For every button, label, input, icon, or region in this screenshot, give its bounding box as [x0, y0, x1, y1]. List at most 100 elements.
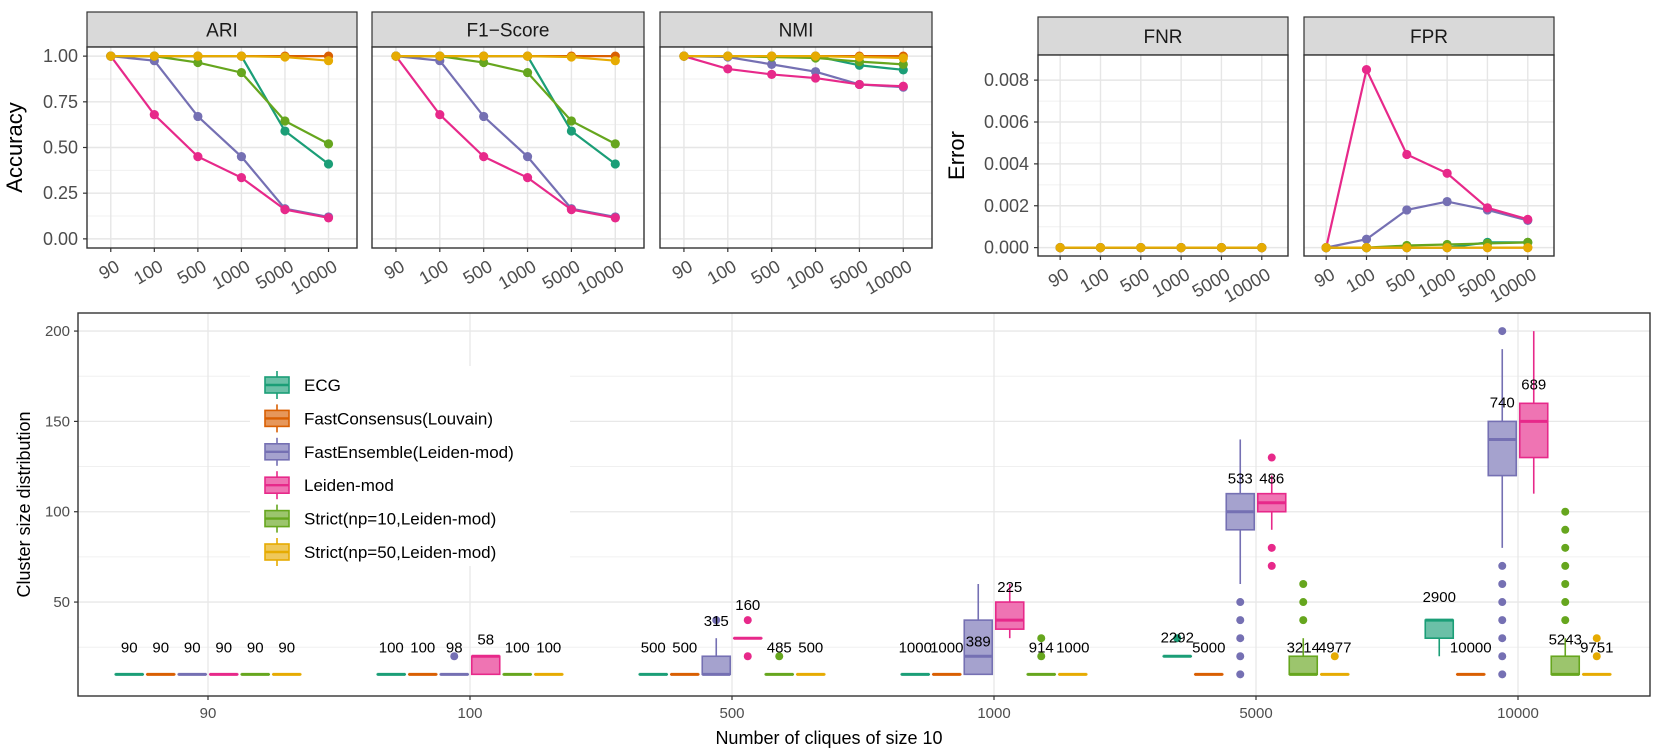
count-label: 100 [379, 639, 404, 656]
outlier-point [1037, 634, 1046, 643]
box-1000-leidenmod: 225 [994, 579, 1025, 639]
outlier-point [775, 652, 784, 661]
box-10000-leidenmod: 689 [1518, 331, 1549, 494]
box-500-strictnp50leidenmod: 500 [795, 639, 826, 676]
count-label: 90 [215, 639, 232, 656]
count-label: 90 [247, 639, 264, 656]
outlier-point [1267, 561, 1276, 570]
box-body [994, 601, 1025, 630]
x-tick-label: 10000 [574, 256, 627, 298]
series-line-leidenmod [109, 55, 329, 219]
box-1000-fastconsensuslouvain: 1000 [930, 639, 963, 676]
outlier-point [1561, 616, 1570, 625]
count-label: 740 [1490, 394, 1515, 411]
outlier-point [1592, 634, 1601, 643]
x-tick-label: 90 [95, 256, 122, 283]
data-point [479, 51, 489, 61]
data-point [479, 57, 489, 68]
count-label: 500 [672, 639, 697, 656]
facet-title: ARI [206, 21, 238, 42]
outlier-point [1236, 634, 1245, 643]
series-line-fastensembleleidenmod [1325, 200, 1529, 249]
outlier-point [1299, 616, 1308, 625]
data-point [610, 56, 620, 66]
data-point [767, 51, 777, 61]
data-point [566, 116, 577, 126]
data-point [522, 51, 533, 61]
box-100-strictnp50leidenmod: 100 [533, 639, 564, 676]
outlier-point [1561, 543, 1570, 552]
data-point [566, 52, 577, 62]
data-point [236, 152, 247, 162]
data-point [1257, 243, 1267, 253]
data-point [723, 51, 733, 61]
count-label: 100 [536, 639, 561, 656]
count-label: 3214 [1287, 639, 1320, 656]
box-5000-fastconsensuslouvain: 5000 [1192, 639, 1225, 676]
data-point [566, 126, 577, 136]
outlier-point [1561, 579, 1570, 588]
x-tick-label: 500 [1383, 264, 1419, 296]
x-tick-label: 500 [1117, 264, 1153, 296]
data-point [1402, 149, 1412, 160]
x-tick-label: 1000 [495, 256, 540, 293]
outlier-point [1498, 579, 1507, 588]
data-point [479, 111, 489, 122]
data-point [679, 51, 689, 61]
data-point [522, 67, 533, 78]
legend-bg [250, 366, 570, 566]
data-point [193, 51, 203, 61]
x-tick-label: 90 [669, 256, 696, 283]
legend-item-fastconsensuslouvain: FastConsensus(Louvain) [264, 404, 493, 433]
count-label: 90 [278, 639, 295, 656]
x-tick-label: 100 [1342, 264, 1378, 296]
legend-item-fastensembleleidenmod: FastEnsemble(Leiden-mod) [264, 437, 514, 466]
data-point [1523, 243, 1533, 253]
box-5000-fastensembleleidenmod: 533 [1225, 439, 1256, 679]
x-tick-label: 1000 [783, 256, 828, 293]
legend-label: FastEnsemble(Leiden-mod) [304, 443, 514, 462]
y-tick-label: 0.25 [43, 183, 78, 203]
outlier-point [1037, 652, 1046, 661]
y-tick-label: 0.50 [43, 138, 78, 158]
outlier-point [1299, 579, 1308, 588]
outlier-point [1498, 670, 1507, 679]
data-point [1442, 243, 1452, 253]
y-tick-label: 0.00 [43, 229, 78, 249]
data-point [435, 110, 445, 120]
outlier-point [1561, 598, 1570, 607]
facet-title: NMI [779, 21, 814, 42]
data-point [1055, 243, 1065, 253]
series-line-strictnp50leidenmod [683, 55, 904, 60]
box-10000-ecg: 2900 [1423, 589, 1456, 657]
outlier-point [743, 652, 752, 661]
data-point [1482, 203, 1493, 213]
box-100-leidenmod: 58 [470, 631, 501, 676]
data-point [767, 59, 777, 69]
count-label: 5000 [1192, 639, 1225, 656]
box-body [470, 655, 501, 676]
data-point [854, 52, 865, 62]
data-point [193, 111, 203, 122]
data-point [323, 56, 334, 66]
x-tick-label: 5000 [1239, 705, 1272, 722]
outlier-point [1498, 652, 1507, 661]
data-point [149, 51, 159, 61]
count-label: 9751 [1580, 639, 1613, 656]
x-tick-label: 90 [1311, 264, 1338, 291]
y-axis-title: Cluster size distribution [14, 411, 34, 597]
outlier-point [1592, 652, 1601, 661]
legend-item-ecg: ECG [264, 371, 341, 399]
boxplot-panel: 90 90 90 90 90 90 100 100 98 58 100 100 500 500 315 160… [14, 312, 1651, 748]
count-label: 10000 [1450, 639, 1492, 656]
outlier-point [1267, 453, 1276, 462]
legend-label: Strict(np=10,Leiden-mod) [304, 510, 496, 529]
data-point [280, 126, 290, 136]
x-tick-label: 1000 [1414, 264, 1459, 301]
data-point [280, 52, 290, 62]
data-point [1442, 196, 1452, 207]
data-point [236, 67, 247, 78]
data-point [522, 152, 533, 162]
